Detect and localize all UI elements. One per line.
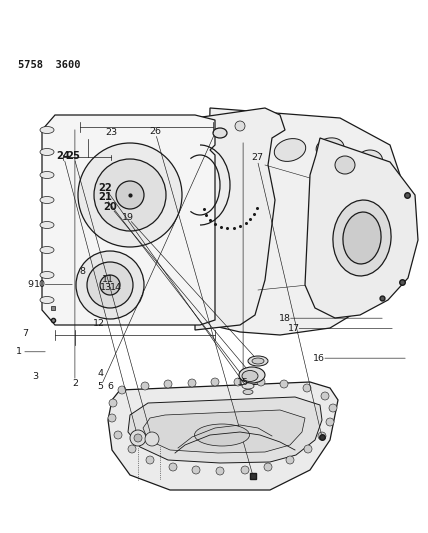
Circle shape <box>192 466 200 474</box>
Circle shape <box>280 380 288 388</box>
Ellipse shape <box>40 222 54 229</box>
Text: 2: 2 <box>72 379 78 388</box>
Ellipse shape <box>345 184 375 206</box>
Text: 1: 1 <box>16 348 22 356</box>
Circle shape <box>329 404 337 412</box>
Ellipse shape <box>40 172 54 179</box>
Text: 15: 15 <box>237 378 249 387</box>
Text: 26: 26 <box>149 127 161 135</box>
Text: 24: 24 <box>56 151 70 160</box>
Circle shape <box>100 275 120 295</box>
Circle shape <box>235 121 245 131</box>
Ellipse shape <box>40 246 54 254</box>
Circle shape <box>321 392 329 400</box>
Ellipse shape <box>338 253 363 271</box>
Circle shape <box>264 463 272 471</box>
Ellipse shape <box>40 271 54 279</box>
Text: 11: 11 <box>102 276 114 284</box>
Text: 7: 7 <box>22 329 28 338</box>
Circle shape <box>118 386 126 394</box>
Circle shape <box>145 432 159 446</box>
Ellipse shape <box>333 200 391 276</box>
Polygon shape <box>128 397 322 463</box>
Ellipse shape <box>213 128 227 138</box>
Text: 5: 5 <box>98 383 104 391</box>
Circle shape <box>116 181 144 209</box>
Circle shape <box>234 378 242 386</box>
Text: 20: 20 <box>104 202 117 212</box>
Text: 19: 19 <box>122 213 134 222</box>
Text: 8: 8 <box>79 268 85 276</box>
Polygon shape <box>42 115 215 325</box>
Circle shape <box>164 380 172 388</box>
Ellipse shape <box>243 390 253 394</box>
Text: 13: 13 <box>100 284 112 292</box>
Circle shape <box>318 432 326 440</box>
Ellipse shape <box>40 296 54 303</box>
Text: 14: 14 <box>110 284 122 292</box>
Ellipse shape <box>248 356 268 366</box>
Polygon shape <box>108 382 338 490</box>
Ellipse shape <box>351 220 379 240</box>
Ellipse shape <box>252 358 264 364</box>
Polygon shape <box>143 410 305 453</box>
Ellipse shape <box>274 139 306 161</box>
Circle shape <box>114 431 122 439</box>
Ellipse shape <box>40 149 54 156</box>
Text: 23: 23 <box>105 128 117 136</box>
Text: 4: 4 <box>98 369 104 377</box>
Text: 18: 18 <box>279 314 291 322</box>
Circle shape <box>94 159 166 231</box>
Ellipse shape <box>316 138 344 158</box>
Text: 9: 9 <box>27 280 33 289</box>
Text: 12: 12 <box>93 319 105 328</box>
Ellipse shape <box>40 197 54 204</box>
Circle shape <box>128 445 136 453</box>
Text: 6: 6 <box>107 383 113 391</box>
Circle shape <box>211 378 219 386</box>
Circle shape <box>326 418 334 426</box>
Ellipse shape <box>335 156 355 174</box>
Polygon shape <box>305 138 418 318</box>
Text: 25: 25 <box>67 151 80 160</box>
Polygon shape <box>205 108 400 335</box>
Polygon shape <box>195 108 285 330</box>
Circle shape <box>241 466 249 474</box>
Ellipse shape <box>357 150 383 170</box>
Circle shape <box>169 463 177 471</box>
Circle shape <box>257 378 265 386</box>
Circle shape <box>134 434 142 442</box>
Text: 5758  3600: 5758 3600 <box>18 60 80 70</box>
Circle shape <box>146 456 154 464</box>
Text: 27: 27 <box>251 154 263 162</box>
Text: 22: 22 <box>98 183 112 192</box>
Text: 21: 21 <box>98 192 112 202</box>
Circle shape <box>304 445 312 453</box>
Circle shape <box>130 430 146 446</box>
Text: 17: 17 <box>288 324 300 333</box>
Text: 16: 16 <box>313 354 325 362</box>
Circle shape <box>141 382 149 390</box>
Circle shape <box>109 399 117 407</box>
Ellipse shape <box>343 212 381 264</box>
Circle shape <box>216 467 224 475</box>
Circle shape <box>303 384 311 392</box>
Ellipse shape <box>242 370 258 382</box>
Circle shape <box>76 251 144 319</box>
Ellipse shape <box>239 367 265 383</box>
Circle shape <box>78 143 182 247</box>
Ellipse shape <box>40 126 54 133</box>
Circle shape <box>286 456 294 464</box>
Circle shape <box>108 414 116 422</box>
Text: 3: 3 <box>33 372 39 381</box>
Ellipse shape <box>242 383 254 389</box>
Ellipse shape <box>194 424 250 446</box>
Circle shape <box>87 262 133 308</box>
Text: 10: 10 <box>34 280 46 289</box>
Circle shape <box>188 379 196 387</box>
